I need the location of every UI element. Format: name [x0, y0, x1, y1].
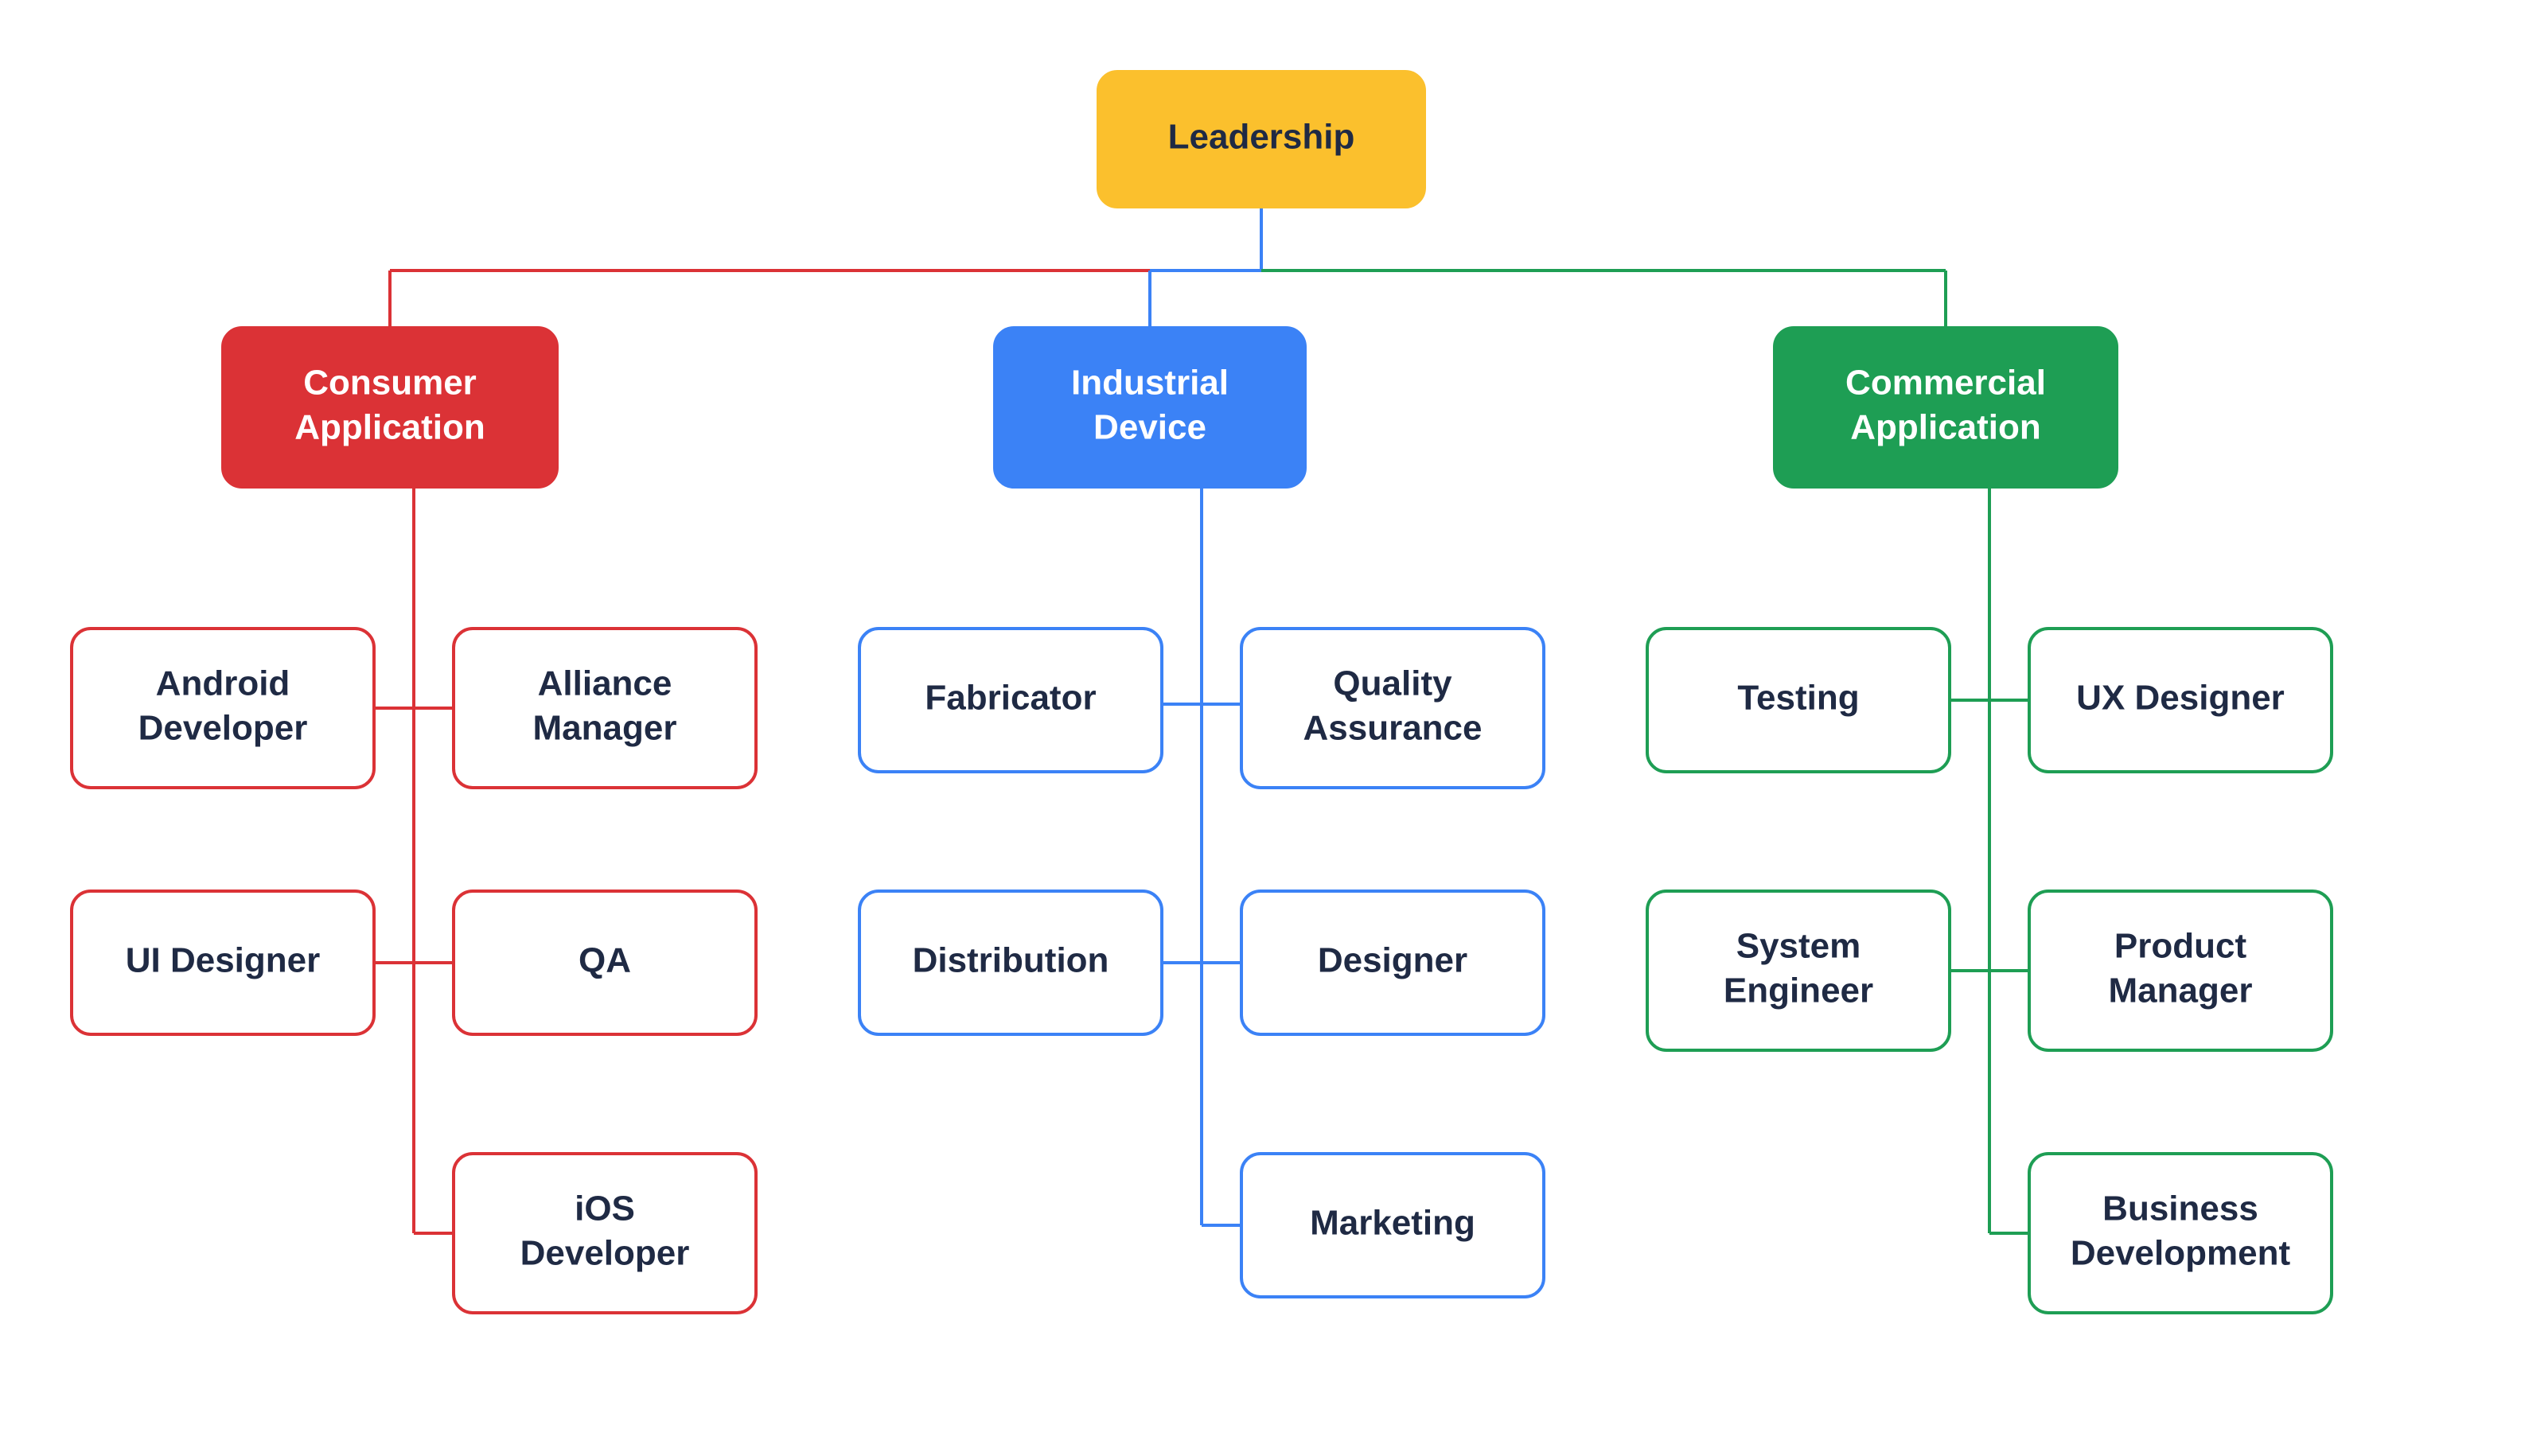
node-label: Designer: [1318, 941, 1467, 980]
node-b3: Commercial Application: [1775, 328, 2117, 487]
node-c2a: Fabricator: [859, 629, 1162, 772]
node-label: Commercial: [1845, 364, 2046, 403]
node-label: Fabricator: [925, 679, 1096, 718]
node-label: Application: [294, 408, 485, 447]
node-label: Leadership: [1168, 118, 1355, 157]
node-root: Leadership: [1098, 72, 1424, 207]
node-label: Quality: [1333, 664, 1452, 703]
node-label: Application: [1850, 408, 2041, 447]
node-label: Distribution: [913, 941, 1109, 980]
node-c3a: Testing: [1647, 629, 1950, 772]
node-label: Product: [2114, 927, 2247, 966]
node-label: Assurance: [1303, 709, 1482, 748]
node-label: Developer: [138, 709, 308, 748]
node-b2: Industrial Device: [995, 328, 1305, 487]
node-label: System: [1736, 927, 1861, 966]
node-label: Industrial: [1071, 364, 1229, 403]
org-chart: Leadership Consumer Application Industrial D…: [0, 0, 2521, 1456]
node-label: Developer: [520, 1234, 690, 1273]
node-label: QA: [579, 941, 631, 980]
node-label: Testing: [1737, 679, 1859, 718]
node-c3c: System Engineer: [1647, 891, 1950, 1050]
node-c1a: Android Developer: [72, 629, 374, 788]
node-c1c: UI Designer: [72, 891, 374, 1034]
node-label: Engineer: [1724, 971, 1873, 1010]
node-c1e: iOS Developer: [454, 1154, 756, 1313]
node-c2d: Designer: [1241, 891, 1544, 1034]
node-label: Android: [156, 664, 290, 703]
node-c1b: Alliance Manager: [454, 629, 756, 788]
node-c2c: Distribution: [859, 891, 1162, 1034]
node-c1d: QA: [454, 891, 756, 1034]
node-label: Consumer: [303, 364, 477, 403]
node-label: Alliance: [538, 664, 672, 703]
node-c3d: Product Manager: [2029, 891, 2332, 1050]
node-label: Development: [2071, 1234, 2291, 1273]
node-label: Marketing: [1310, 1204, 1475, 1243]
node-label: Manager: [533, 709, 677, 748]
node-label: UI Designer: [126, 941, 321, 980]
node-label: Manager: [2109, 971, 2253, 1010]
node-c3e: Business Development: [2029, 1154, 2332, 1313]
node-c3b: UX Designer: [2029, 629, 2332, 772]
node-c2e: Marketing: [1241, 1154, 1544, 1297]
node-b1: Consumer Application: [223, 328, 557, 487]
node-label: iOS: [575, 1189, 635, 1228]
node-c2b: Quality Assurance: [1241, 629, 1544, 788]
node-label: UX Designer: [2076, 679, 2285, 718]
node-label: Device: [1093, 408, 1206, 447]
node-label: Business: [2102, 1189, 2258, 1228]
